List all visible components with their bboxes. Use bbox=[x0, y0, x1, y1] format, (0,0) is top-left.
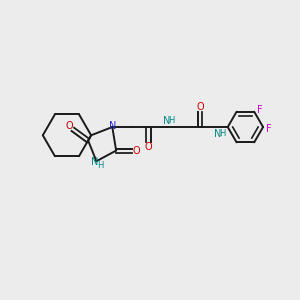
Text: O: O bbox=[145, 142, 152, 152]
Text: F: F bbox=[266, 124, 272, 134]
Text: O: O bbox=[65, 122, 73, 131]
Text: O: O bbox=[133, 146, 141, 156]
Text: O: O bbox=[196, 102, 204, 112]
Text: H: H bbox=[97, 161, 103, 170]
Text: N: N bbox=[214, 128, 221, 139]
Text: N: N bbox=[109, 122, 117, 131]
Text: H: H bbox=[168, 116, 174, 125]
Text: N: N bbox=[163, 116, 170, 126]
Text: H: H bbox=[219, 129, 226, 138]
Text: F: F bbox=[257, 105, 263, 115]
Text: N: N bbox=[91, 157, 99, 167]
